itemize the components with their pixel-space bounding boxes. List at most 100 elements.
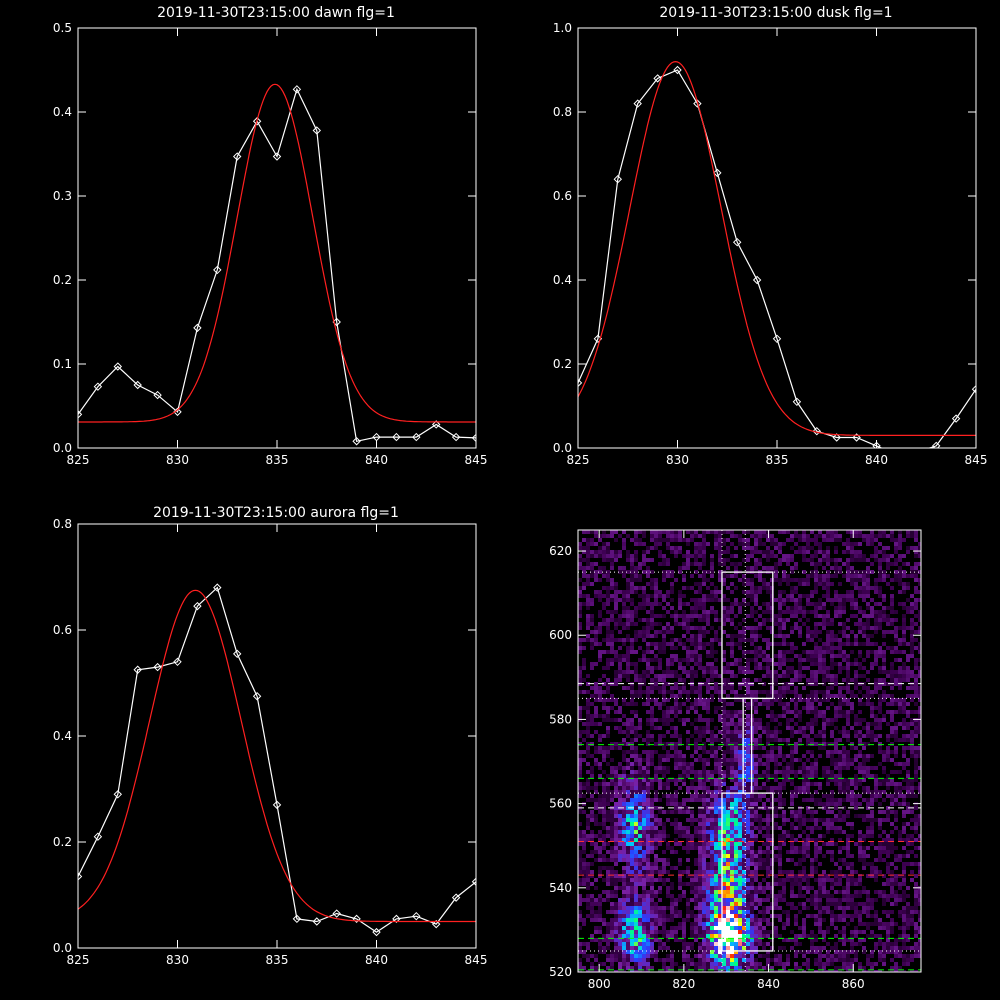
heatmap-cell [802, 622, 806, 626]
heatmap-cell [686, 866, 690, 870]
heatmap-cell [830, 598, 834, 602]
heatmap-cell [602, 602, 606, 606]
heatmap-cell [698, 618, 702, 622]
heatmap-cell [814, 742, 818, 746]
heatmap-cell [618, 850, 622, 854]
heatmap-cell [742, 678, 746, 682]
heatmap-cell [702, 838, 706, 842]
heatmap-cell [738, 866, 742, 870]
heatmap-cell [874, 546, 878, 550]
heatmap-cell [598, 746, 602, 750]
heatmap-cell [586, 622, 590, 626]
heatmap-cell [706, 846, 710, 850]
heatmap-cell [674, 802, 678, 806]
heatmap-cell [654, 826, 658, 830]
heatmap-cell [670, 642, 674, 646]
heatmap-cell [794, 566, 798, 570]
heatmap-cell [594, 798, 598, 802]
heatmap-cell [910, 818, 914, 822]
heatmap-cell [598, 838, 602, 842]
heatmap-cell [822, 566, 826, 570]
heatmap-cell [850, 582, 854, 586]
heatmap-cell [786, 582, 790, 586]
heatmap-cell [790, 586, 794, 590]
heatmap-cell [826, 818, 830, 822]
heatmap-cell [766, 702, 770, 706]
heatmap-cell [838, 714, 842, 718]
heatmap-cell [846, 822, 850, 826]
heatmap-cell [706, 690, 710, 694]
heatmap-cell [894, 630, 898, 634]
heatmap-cell [790, 842, 794, 846]
heatmap-cell [666, 842, 670, 846]
heatmap-cell [810, 866, 814, 870]
heatmap-cell [650, 714, 654, 718]
heatmap-cell [754, 742, 758, 746]
heatmap-cell [746, 802, 750, 806]
heatmap-cell [778, 738, 782, 742]
heatmap-cell [602, 698, 606, 702]
heatmap-cell [618, 730, 622, 734]
heatmap-cell [722, 542, 726, 546]
heatmap-cell [654, 806, 658, 810]
heatmap-cell [626, 598, 630, 602]
heatmap-cell [794, 686, 798, 690]
heatmap-cell [730, 818, 734, 822]
heatmap-cell [690, 766, 694, 770]
heatmap-cell [742, 862, 746, 866]
heatmap-cell [882, 614, 886, 618]
heatmap-cell [698, 662, 702, 666]
heatmap-cell [858, 710, 862, 714]
heatmap-cell [838, 534, 842, 538]
heatmap-cell [734, 546, 738, 550]
heatmap-cell [846, 790, 850, 794]
heatmap-cell [810, 798, 814, 802]
heatmap-cell [778, 634, 782, 638]
heatmap-cell [914, 762, 918, 766]
heatmap-cell [666, 714, 670, 718]
heatmap-cell [882, 714, 886, 718]
heatmap-cell [678, 662, 682, 666]
heatmap-cell [778, 714, 782, 718]
heatmap-cell [850, 558, 854, 562]
heatmap-cell [630, 874, 634, 878]
heatmap-cell [778, 798, 782, 802]
heatmap-cell [774, 726, 778, 730]
heatmap-cell [594, 694, 598, 698]
heatmap-cell [654, 834, 658, 838]
heatmap-cell [758, 814, 762, 818]
heatmap-cell [918, 866, 921, 870]
heatmap-cell [834, 766, 838, 770]
heatmap-cell [678, 878, 682, 882]
heatmap-cell [678, 766, 682, 770]
heatmap-cell [586, 638, 590, 642]
heatmap-cell [626, 810, 630, 814]
heatmap-cell [694, 658, 698, 662]
heatmap-cell [710, 838, 714, 842]
heatmap-cell [838, 814, 842, 818]
heatmap-cell [702, 770, 706, 774]
heatmap-cell [870, 598, 874, 602]
heatmap-cell [662, 538, 666, 542]
heatmap-cell [874, 686, 878, 690]
dusk-data-point [916, 447, 917, 448]
heatmap-cell [590, 754, 594, 758]
heatmap-cell [862, 778, 866, 782]
heatmap-cell [774, 654, 778, 658]
heatmap-cell [726, 702, 730, 706]
heatmap-cell [598, 734, 602, 738]
heatmap-cell [866, 678, 870, 682]
heatmap-cell [726, 866, 730, 870]
heatmap-cell [882, 830, 886, 834]
heatmap-cell [722, 710, 726, 714]
heatmap-cell [610, 646, 614, 650]
aurora-data-point [272, 800, 282, 810]
heatmap-cell [602, 838, 606, 842]
heatmap-cell [890, 598, 894, 602]
heatmap-cell [610, 866, 614, 870]
aurora-data-line [78, 586, 476, 933]
heatmap-cell [726, 566, 730, 570]
heatmap-cell [698, 730, 702, 734]
heatmap-cell [890, 702, 894, 706]
heatmap-cell [738, 734, 742, 738]
